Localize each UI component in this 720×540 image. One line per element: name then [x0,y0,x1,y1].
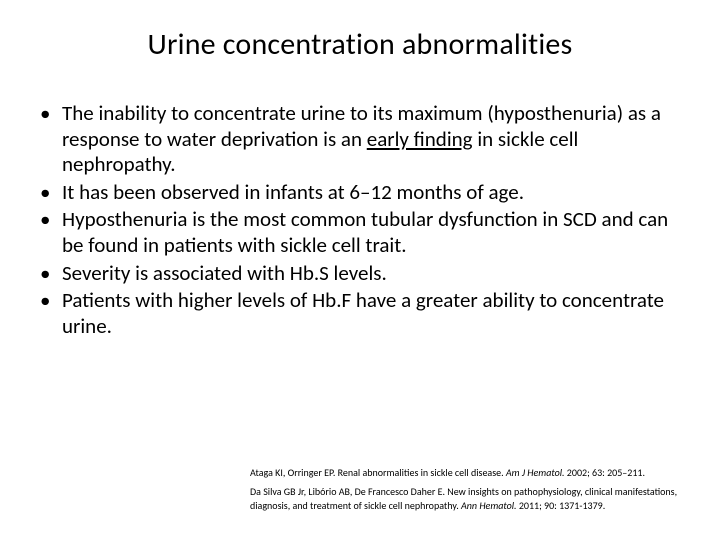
bullet-list: The inability to concentrate urine to it… [36,101,684,339]
list-item: Severity is associated with Hb.S levels. [36,261,684,287]
bullet-underline: early finding [367,126,473,152]
list-item: The inability to concentrate urine to it… [36,101,684,178]
reference-journal: Ann Hematol. [461,499,517,512]
reference-item: Ataga KI, Orringer EP. Renal abnormaliti… [250,466,714,480]
list-item: Patients with higher levels of Hb.F have… [36,288,684,339]
reference-journal: Am J Hematol. [506,466,565,479]
bullet-text: Patients with higher levels of Hb.F have… [62,287,664,339]
list-item: Hyposthenuria is the most common tubular… [36,207,684,258]
bullet-text: Severity is associated with Hb.S levels. [62,260,387,286]
reference-item: Da Silva GB Jr, Libório AB, De Francesco… [250,485,714,512]
slide-title: Urine concentration abnormalities [0,0,720,73]
reference-text: 2011; 90: 1371-1379. [517,499,606,512]
bullet-text: Hyposthenuria is the most common tubular… [62,206,668,258]
list-item: It has been observed in infants at 6–12 … [36,180,684,206]
reference-text: Ataga KI, Orringer EP. Renal abnormaliti… [250,466,506,479]
reference-text: 2002; 63: 205–211. [565,466,645,479]
slide-body: The inability to concentrate urine to it… [0,73,720,339]
slide: Urine concentration abnormalities The in… [0,0,720,540]
bullet-text: It has been observed in infants at 6–12 … [62,179,524,205]
references: Ataga KI, Orringer EP. Renal abnormaliti… [250,466,714,519]
